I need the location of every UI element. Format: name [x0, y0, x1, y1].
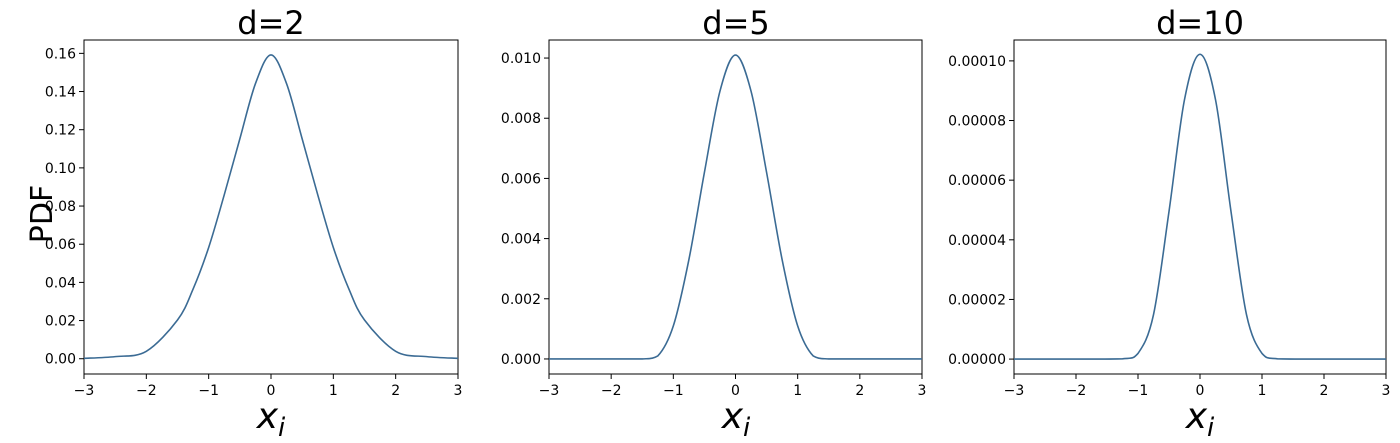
y-tick-label: 0.002	[501, 292, 541, 308]
x-tick-label: 0	[1196, 383, 1205, 399]
y-tick-label: 0.010	[501, 51, 541, 67]
y-tick-label: 0.06	[45, 237, 76, 253]
y-tick-label: 0.16	[45, 46, 76, 62]
y-tick-label: 0.006	[501, 171, 541, 187]
y-tick-label: 0.12	[45, 123, 76, 139]
x-ticks: −3 −2 −1 0 1 2 3	[539, 374, 927, 399]
x-tick-label: 3	[918, 383, 927, 399]
y-tick-label: 0.08	[45, 199, 76, 215]
y-axis-label: PDF	[25, 185, 60, 243]
y-ticks: 0.00000 0.00002 0.00004 0.00006 0.00008 0.000…	[948, 54, 1014, 368]
y-ticks: 0.000 0.002 0.004 0.006 0.008 0.010	[501, 51, 549, 368]
y-tick-label: 0.14	[45, 85, 76, 101]
x-ticks: −3 −2 −1 0 1 2 3	[1004, 374, 1391, 399]
panel-title: d=2	[237, 4, 304, 42]
y-tick-label: 0.000	[501, 352, 541, 368]
x-tick-label: 2	[1320, 383, 1329, 399]
x-tick-label: 3	[1382, 383, 1391, 399]
x-tick-label: −2	[1066, 383, 1087, 399]
x-axis-label: xi	[1185, 396, 1215, 443]
x-tick-label: −3	[1004, 383, 1025, 399]
series-lines	[548, 54, 922, 360]
x-tick-label: 0	[267, 383, 276, 399]
panel-title: d=5	[702, 4, 769, 42]
x-tick-label: 1	[329, 383, 338, 399]
x-tick-label: −1	[198, 383, 219, 399]
y-tick-label: 0.008	[501, 111, 541, 127]
x-axis-label: xi	[721, 396, 751, 443]
x-tick-label: −3	[539, 383, 560, 399]
x-tick-label: 2	[391, 383, 400, 399]
x-tick-label: −1	[663, 383, 684, 399]
y-tick-label: 0.00006	[948, 173, 1006, 189]
x-tick-label: −1	[1128, 383, 1149, 399]
panel-d10: d=10 0.00000 0.00002 0.00004 0.00006 0.00008…	[948, 4, 1390, 443]
y-tick-label: 0.00004	[948, 233, 1006, 249]
x-tick-label: −3	[74, 383, 95, 399]
panel-d2: d=2 PDF 0.00 0.02 0.04 0.06 0.08 0.10 0.12 0.14…	[25, 4, 462, 443]
y-tick-label: 0.00008	[948, 114, 1006, 130]
y-tick-label: 0.02	[45, 314, 76, 330]
x-ticks: −3 −2 −1 0 1 2 3	[74, 374, 463, 399]
x-tick-label: −2	[601, 383, 622, 399]
y-tick-label: 0.00010	[948, 54, 1006, 70]
pdf-curve	[83, 54, 459, 360]
series-lines	[1014, 53, 1386, 360]
x-tick-label: 2	[855, 383, 864, 399]
y-ticks: 0.00 0.02 0.04 0.06 0.08 0.10 0.12 0.14 0.16	[45, 46, 84, 368]
y-tick-label: 0.04	[45, 275, 76, 291]
pdf-curve	[548, 54, 922, 360]
panel-title: d=10	[1156, 4, 1244, 42]
x-axis-label: xi	[256, 396, 286, 443]
y-tick-label: 0.10	[45, 161, 76, 177]
pdf-curve	[1014, 53, 1386, 360]
x-tick-label: −2	[136, 383, 157, 399]
y-tick-label: 0.00000	[948, 352, 1006, 368]
series-lines	[83, 54, 459, 360]
x-tick-label: 1	[1258, 383, 1267, 399]
y-tick-label: 0.004	[501, 232, 541, 248]
y-tick-label: 0.00	[45, 352, 76, 368]
x-tick-label: 3	[454, 383, 463, 399]
x-tick-label: 1	[793, 383, 802, 399]
y-tick-label: 0.00002	[948, 292, 1006, 308]
x-tick-label: 0	[731, 383, 740, 399]
